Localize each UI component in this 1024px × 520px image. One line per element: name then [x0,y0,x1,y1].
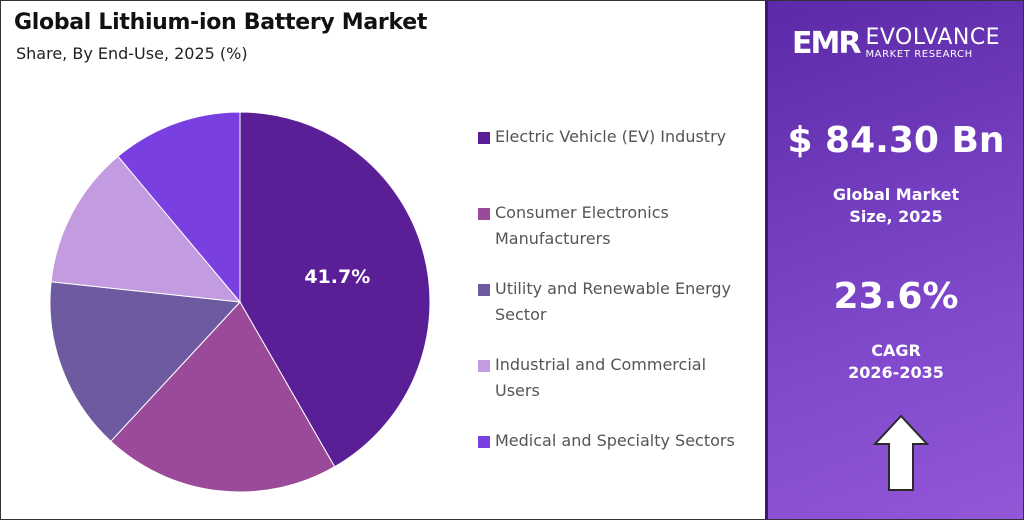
cagr-label-2: 2026-2035 [848,363,944,382]
pie-slice-3 [49,281,242,443]
logo-subtitle: MARKET RESEARCH [865,49,973,60]
legend-item: Utility and Renewable Energy Sector [478,276,758,352]
legend-label: Medical and Specialty Sectors [495,431,735,450]
legend: Electric Vehicle (EV) Industry Consumer E… [478,124,758,504]
chart-panel: Global Lithium-ion Battery Market Share,… [14,10,758,504]
cagr-label-1: CAGR [871,341,921,360]
legend-label: Consumer Electronics Manufacturers [495,203,669,248]
legend-swatch [478,360,490,372]
legend-label: Utility and Renewable Energy Sector [495,279,731,324]
legend-label: Industrial and Commercial Users [495,355,707,400]
up-arrow-icon [873,414,929,491]
legend-item: Medical and Specialty Sectors [478,428,758,504]
chart-subtitle: Share, By End-Use, 2025 (%) [16,44,248,63]
legend-item: Consumer Electronics Manufacturers [478,200,758,276]
market-value: $ 84.30 Bn [787,120,1005,161]
legend-item: Industrial and Commercial Users [478,352,758,428]
legend-label: Electric Vehicle (EV) Industry [495,127,727,146]
legend-swatch [478,208,490,220]
legend-swatch [478,436,490,448]
pie-slice-5 [117,111,241,304]
legend-item: Electric Vehicle (EV) Industry [478,124,758,200]
pie-slice-1 [239,111,431,468]
pie-slice-4 [50,155,242,303]
legend-swatch [478,132,490,144]
pie-chart: 41.7% [49,111,431,493]
market-label-2: Size, 2025 [849,207,943,226]
logo-name: EVOLVANCE [865,25,1001,50]
data-label: 41.7% [304,266,370,288]
cagr-value: 23.6% [833,276,959,317]
logo-mark: EMR [792,26,861,61]
market-label-1: Global Market [832,185,960,204]
pie-slice-2 [110,301,336,493]
chart-title: Global Lithium-ion Battery Market [14,10,428,35]
summary-panel: EMR EVOLVANCE MARKET RESEARCH $ 84.30 Bn… [765,0,1024,520]
brand-logo: EMR EVOLVANCE MARKET RESEARCH [792,26,1000,61]
legend-swatch [478,284,490,296]
